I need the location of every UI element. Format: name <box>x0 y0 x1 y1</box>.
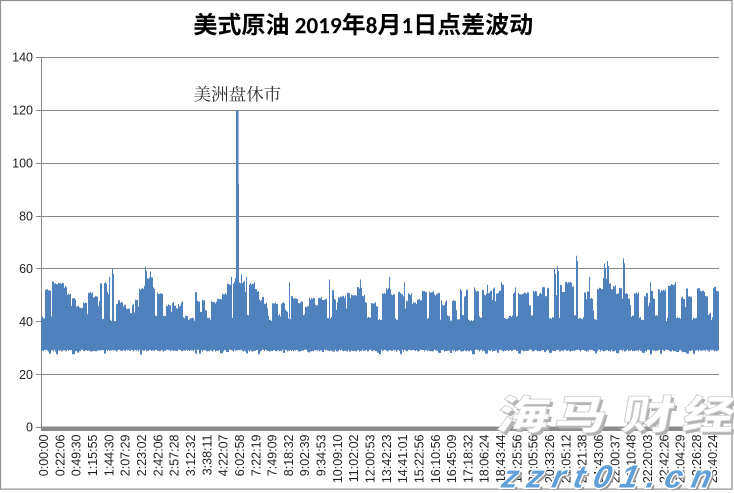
svg-text:22:10:48: 22:10:48 <box>625 434 639 483</box>
svg-text:2:42:06: 2:42:06 <box>151 434 165 476</box>
svg-text:22:20:03: 22:20:03 <box>641 434 655 483</box>
svg-text:zzrt01.cn: zzrt01.cn <box>498 459 724 493</box>
svg-text:9:34:53: 9:34:53 <box>315 434 329 476</box>
svg-text:0:00:00: 0:00:00 <box>37 434 51 476</box>
svg-text:23:04:29: 23:04:29 <box>674 434 688 483</box>
svg-text:14:41:01: 14:41:01 <box>396 434 410 483</box>
svg-text:19:25:56: 19:25:56 <box>510 434 524 483</box>
svg-text:7:22:19: 7:22:19 <box>249 434 263 476</box>
svg-text:120: 120 <box>12 104 33 118</box>
svg-text:20:33:26: 20:33:26 <box>543 434 557 483</box>
svg-text:100: 100 <box>12 156 33 170</box>
svg-text:15:22:56: 15:22:56 <box>412 434 426 483</box>
svg-text:21:43:06: 21:43:06 <box>592 434 606 483</box>
svg-text:20:05:56: 20:05:56 <box>527 434 541 483</box>
svg-text:1:15:55: 1:15:55 <box>86 434 100 476</box>
svg-text:16:10:56: 16:10:56 <box>429 434 443 483</box>
svg-text:18:43:44: 18:43:44 <box>494 434 508 483</box>
svg-text:0:22:06: 0:22:06 <box>53 434 67 476</box>
svg-text:3:12:32: 3:12:32 <box>184 434 198 476</box>
svg-text:13:42:23: 13:42:23 <box>380 434 394 483</box>
svg-text:7:49:09: 7:49:09 <box>266 434 280 476</box>
svg-text:12:00:53: 12:00:53 <box>364 434 378 483</box>
svg-text:zzrt01.cn: zzrt01.cn <box>501 461 727 493</box>
svg-text:zzrt01.cn: zzrt01.cn <box>498 459 724 493</box>
svg-text:0: 0 <box>26 421 33 435</box>
svg-text:2:23:02: 2:23:02 <box>135 434 149 476</box>
svg-text:21:21:38: 21:21:38 <box>576 434 590 483</box>
svg-text:8:18:32: 8:18:32 <box>282 434 296 476</box>
svg-text:16:45:09: 16:45:09 <box>445 434 459 483</box>
svg-text:20: 20 <box>19 368 33 382</box>
svg-text:23:26:28: 23:26:28 <box>690 434 704 483</box>
svg-text:2:07:29: 2:07:29 <box>119 434 133 476</box>
svg-text:23:40:24: 23:40:24 <box>706 434 720 483</box>
svg-text:0:49:30: 0:49:30 <box>70 434 84 476</box>
svg-text:3:38:11: 3:38:11 <box>200 434 214 475</box>
svg-text:2:57:28: 2:57:28 <box>168 434 182 476</box>
svg-text:17:18:32: 17:18:32 <box>461 434 475 483</box>
svg-text:140: 140 <box>12 51 33 65</box>
svg-text:9:02:39: 9:02:39 <box>298 434 312 476</box>
svg-text:18:06:24: 18:06:24 <box>478 434 492 483</box>
svg-text:22:42:26: 22:42:26 <box>657 434 671 483</box>
svg-text:22:00:37: 22:00:37 <box>608 434 622 483</box>
svg-text:10:09:10: 10:09:10 <box>331 434 345 483</box>
svg-text:80: 80 <box>19 209 33 223</box>
svg-text:40: 40 <box>19 315 33 329</box>
svg-text:4:22:07: 4:22:07 <box>217 434 231 476</box>
svg-text:21:05:12: 21:05:12 <box>559 434 573 483</box>
svg-text:6:02:58: 6:02:58 <box>233 434 247 476</box>
svg-text:60: 60 <box>19 262 33 276</box>
svg-text:1:44:30: 1:44:30 <box>102 434 116 476</box>
svg-text:11:02:02: 11:02:02 <box>347 434 361 482</box>
